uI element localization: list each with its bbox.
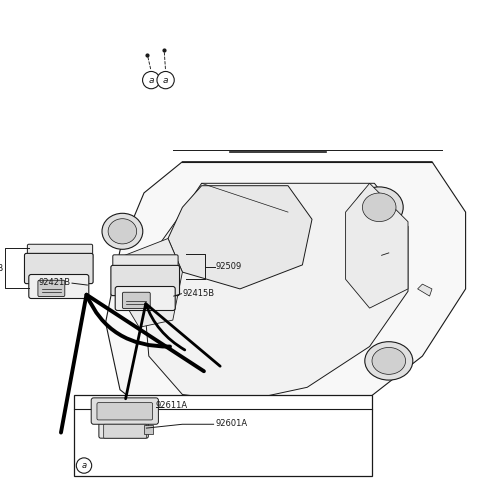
Polygon shape bbox=[418, 284, 432, 296]
FancyBboxPatch shape bbox=[91, 398, 158, 424]
Ellipse shape bbox=[102, 213, 143, 249]
Circle shape bbox=[157, 72, 174, 89]
FancyBboxPatch shape bbox=[104, 424, 146, 438]
Text: 92509: 92509 bbox=[216, 263, 242, 272]
FancyBboxPatch shape bbox=[111, 266, 180, 296]
Ellipse shape bbox=[372, 348, 406, 374]
Text: 92508B: 92508B bbox=[0, 264, 4, 273]
Polygon shape bbox=[106, 162, 466, 438]
Text: 92415B: 92415B bbox=[182, 289, 215, 298]
Circle shape bbox=[143, 72, 160, 89]
FancyBboxPatch shape bbox=[99, 414, 148, 438]
Polygon shape bbox=[125, 238, 182, 327]
FancyBboxPatch shape bbox=[27, 244, 93, 259]
Text: a: a bbox=[82, 461, 86, 470]
Ellipse shape bbox=[355, 187, 403, 227]
Bar bbox=[144, 425, 153, 434]
Text: 92601A: 92601A bbox=[216, 419, 248, 428]
FancyArrowPatch shape bbox=[126, 304, 220, 399]
FancyBboxPatch shape bbox=[122, 292, 150, 309]
FancyBboxPatch shape bbox=[113, 255, 178, 271]
Ellipse shape bbox=[365, 342, 413, 380]
Ellipse shape bbox=[362, 193, 396, 221]
FancyBboxPatch shape bbox=[24, 254, 93, 284]
Polygon shape bbox=[346, 183, 408, 308]
FancyBboxPatch shape bbox=[97, 403, 153, 420]
Polygon shape bbox=[144, 183, 408, 402]
FancyBboxPatch shape bbox=[38, 280, 65, 297]
Text: 92611A: 92611A bbox=[156, 401, 188, 409]
Bar bbox=[74, 394, 372, 476]
Text: a: a bbox=[148, 76, 154, 85]
Text: 92421B: 92421B bbox=[39, 278, 71, 287]
FancyBboxPatch shape bbox=[29, 275, 89, 299]
Polygon shape bbox=[168, 186, 312, 289]
Text: a: a bbox=[163, 76, 168, 85]
Ellipse shape bbox=[108, 219, 137, 244]
FancyBboxPatch shape bbox=[115, 287, 175, 311]
FancyArrowPatch shape bbox=[61, 295, 204, 432]
Circle shape bbox=[76, 458, 92, 473]
